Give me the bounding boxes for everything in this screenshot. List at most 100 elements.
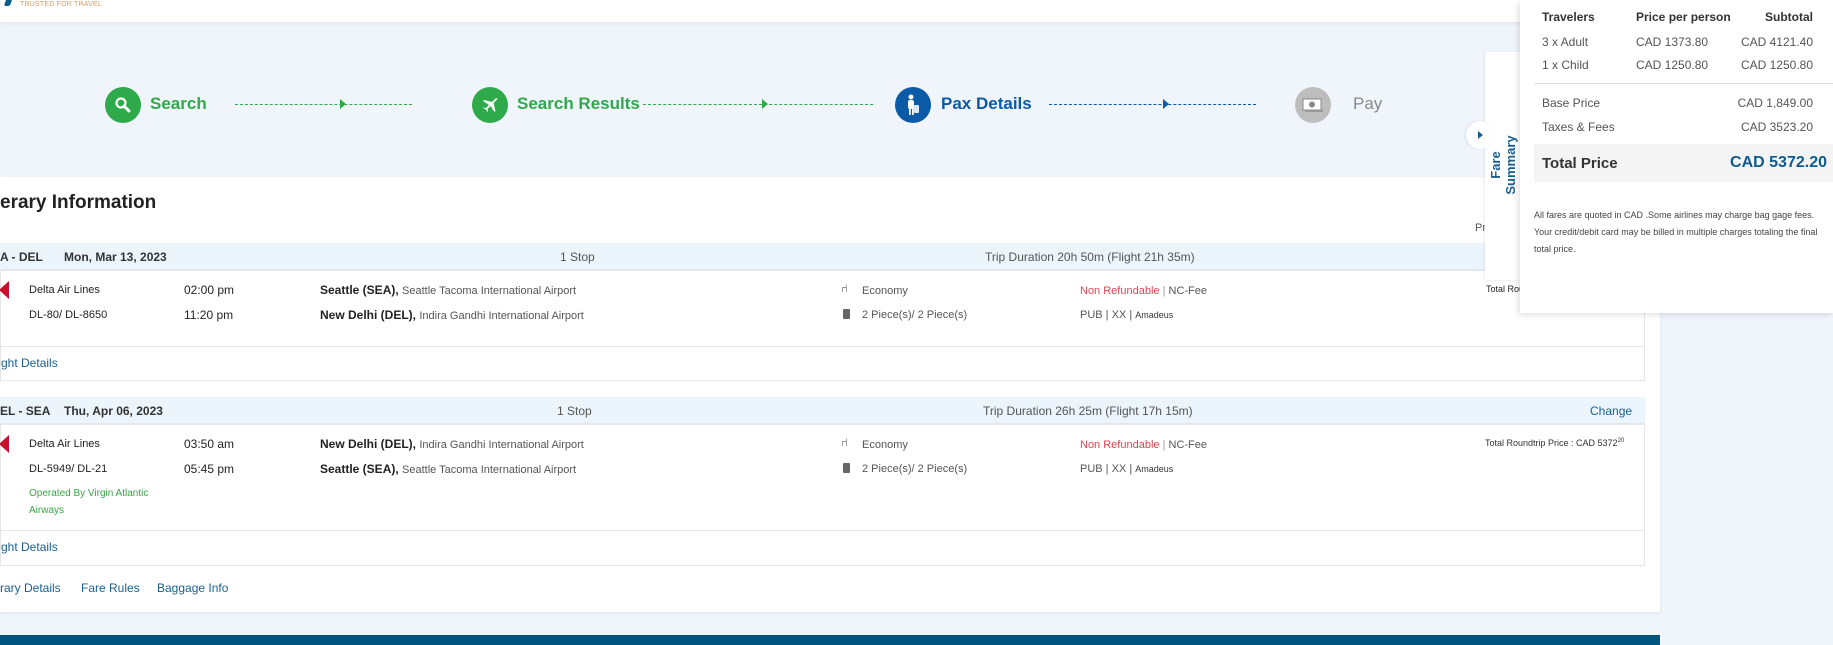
- baggage: 2 Piece(s)/ 2 Piece(s): [862, 309, 968, 321]
- arrival-time: 11:20 pm: [184, 308, 234, 322]
- price-per-person: CAD 1250.80: [1636, 58, 1709, 72]
- col-subtotal: Subtotal: [1765, 10, 1813, 24]
- departure-time: 03:50 am: [184, 437, 235, 451]
- caret-right-icon[interactable]: [1466, 121, 1494, 149]
- divider: [1, 530, 1644, 531]
- fare-type: PUB: [1080, 309, 1103, 321]
- airline-logo: [0, 281, 9, 299]
- taxes-value: CAD 3523.20: [1740, 120, 1813, 134]
- refund-status: Non Refundable: [1080, 439, 1160, 451]
- fee: NC-Fee: [1168, 439, 1208, 451]
- subtotal: CAD 4121.40: [1740, 35, 1813, 49]
- fee: NC-Fee: [1168, 285, 1208, 297]
- col-price-per-person: Price per person: [1636, 10, 1731, 24]
- search-icon[interactable]: [105, 87, 141, 123]
- base-price-label: Base Price: [1542, 96, 1601, 110]
- cabin-class: Economy: [862, 285, 908, 297]
- step-search-results[interactable]: Search Results: [517, 94, 640, 113]
- step-pay: Pay: [1353, 94, 1383, 113]
- code: XX: [1111, 309, 1127, 321]
- fare-summary-panel: Travelers Price per person Subtotal 3 x …: [1520, 0, 1833, 313]
- departure-airport: Seattle Tacoma International Airport: [402, 285, 577, 297]
- total-roundtrip-price: Total Roundtrip Price : CAD 5372: [1485, 438, 1618, 448]
- traveler-icon[interactable]: [895, 87, 931, 123]
- top-header: TRUSTED FOR TRAVEL: [0, 0, 1833, 22]
- arrival-time: 05:45 pm: [184, 462, 235, 476]
- stops: 1 Stop: [560, 250, 595, 264]
- money-icon: [1295, 87, 1331, 123]
- airline-logo: [0, 435, 9, 453]
- step-pax-details[interactable]: Pax Details: [941, 94, 1032, 113]
- baggage-info-link[interactable]: Baggage Info: [157, 581, 229, 595]
- fare-rules-link[interactable]: Fare Rules: [81, 581, 140, 595]
- traveler-type: 1 x Child: [1542, 58, 1589, 72]
- subtotal: CAD 1250.80: [1740, 58, 1813, 72]
- route: A - DEL: [0, 250, 43, 264]
- baggage-icon: [843, 309, 850, 319]
- code: XX: [1111, 463, 1127, 475]
- fare-type: PUB: [1080, 463, 1103, 475]
- total-roundtrip-price: Total Round: [1486, 284, 1535, 294]
- segment-header: EL - SEA Thu, Apr 06, 2023 1 Stop Trip D…: [0, 397, 1645, 425]
- arrival-airport: Seattle Tacoma International Airport: [402, 464, 577, 476]
- fare-note: All fares are quoted in CAD .Some airlin…: [1534, 210, 1818, 254]
- step-connector: [1049, 104, 1256, 105]
- col-travelers: Travelers: [1542, 10, 1595, 24]
- baggage: 2 Piece(s)/ 2 Piece(s): [862, 463, 968, 475]
- logo-tagline: TRUSTED FOR TRAVEL: [20, 1, 102, 8]
- arrow-icon: [340, 99, 346, 109]
- total-price-value: CAD 5372.20: [1730, 154, 1827, 171]
- total-price-row: Total Price CAD 5372.20: [1534, 144, 1833, 182]
- segment-body: Delta Air Lines DL-5949/ DL-21 Operated …: [0, 425, 1645, 566]
- flight-details-link[interactable]: ght Details: [1, 356, 58, 370]
- seat-icon: ⑁: [841, 283, 848, 295]
- plane-icon[interactable]: [472, 87, 508, 123]
- airline-name: Delta Air Lines: [29, 438, 100, 450]
- arrival-city: New Delhi (DEL),: [320, 308, 417, 322]
- itinerary-title: erary Information: [0, 192, 157, 213]
- flight-number: DL-80/ DL-8650: [29, 309, 108, 321]
- divider: [1534, 83, 1833, 84]
- gds: Amadeus: [1135, 464, 1174, 474]
- total-price-label: Total Price: [1542, 155, 1618, 172]
- stops: 1 Stop: [557, 404, 592, 418]
- arrow-icon: [762, 99, 768, 109]
- arrow-icon: [1163, 99, 1169, 109]
- route: EL - SEA: [0, 404, 51, 418]
- taxes-label: Taxes & Fees: [1542, 120, 1615, 134]
- gds: Amadeus: [1135, 310, 1174, 320]
- departure-city: Seattle (SEA),: [320, 283, 399, 297]
- step-connector: [235, 104, 412, 105]
- airline-name: Delta Air Lines: [29, 284, 100, 296]
- segment-header: A - DEL Mon, Mar 13, 2023 1 Stop Trip Du…: [0, 243, 1645, 271]
- date: Thu, Apr 06, 2023: [64, 404, 163, 418]
- price-per-person: CAD 1373.80: [1636, 35, 1709, 49]
- arrival-city: Seattle (SEA),: [320, 462, 399, 476]
- logo[interactable]: [3, 0, 15, 6]
- trip-duration: Trip Duration 20h 50m (Flight 21h 35m): [985, 250, 1195, 264]
- step-connector: [643, 104, 873, 105]
- base-price-value: CAD 1,849.00: [1737, 96, 1813, 110]
- operated-by: Operated By Virgin Atlantic Airways: [29, 488, 149, 516]
- date: Mon, Mar 13, 2023: [64, 250, 167, 264]
- price-cents: 20: [1617, 438, 1625, 444]
- segment-body: Delta Air Lines DL-80/ DL-8650 02:00 pm …: [0, 271, 1645, 381]
- departure-city: New Delhi (DEL),: [320, 437, 417, 451]
- departure-airport: Indira Gandhi International Airport: [419, 439, 584, 451]
- seat-icon: ⑁: [841, 437, 848, 449]
- itinerary-details-link[interactable]: rary Details: [0, 581, 61, 595]
- fare-summary-tab[interactable]: [1485, 52, 1521, 280]
- traveler-type: 3 x Adult: [1542, 35, 1589, 49]
- trip-duration: Trip Duration 26h 25m (Flight 17h 15m): [983, 404, 1193, 418]
- cabin-class: Economy: [862, 439, 908, 451]
- footer: [0, 635, 1660, 645]
- flight-details-link[interactable]: ght Details: [1, 540, 58, 554]
- departure-time: 02:00 pm: [184, 283, 235, 297]
- change-link[interactable]: Change: [1590, 404, 1633, 418]
- divider: [1, 346, 1644, 347]
- baggage-icon: [843, 463, 850, 473]
- arrival-airport: Indira Gandhi International Airport: [419, 310, 584, 322]
- refund-status: Non Refundable: [1080, 285, 1160, 297]
- flight-number: DL-5949/ DL-21: [29, 463, 108, 475]
- step-search[interactable]: Search: [150, 94, 207, 113]
